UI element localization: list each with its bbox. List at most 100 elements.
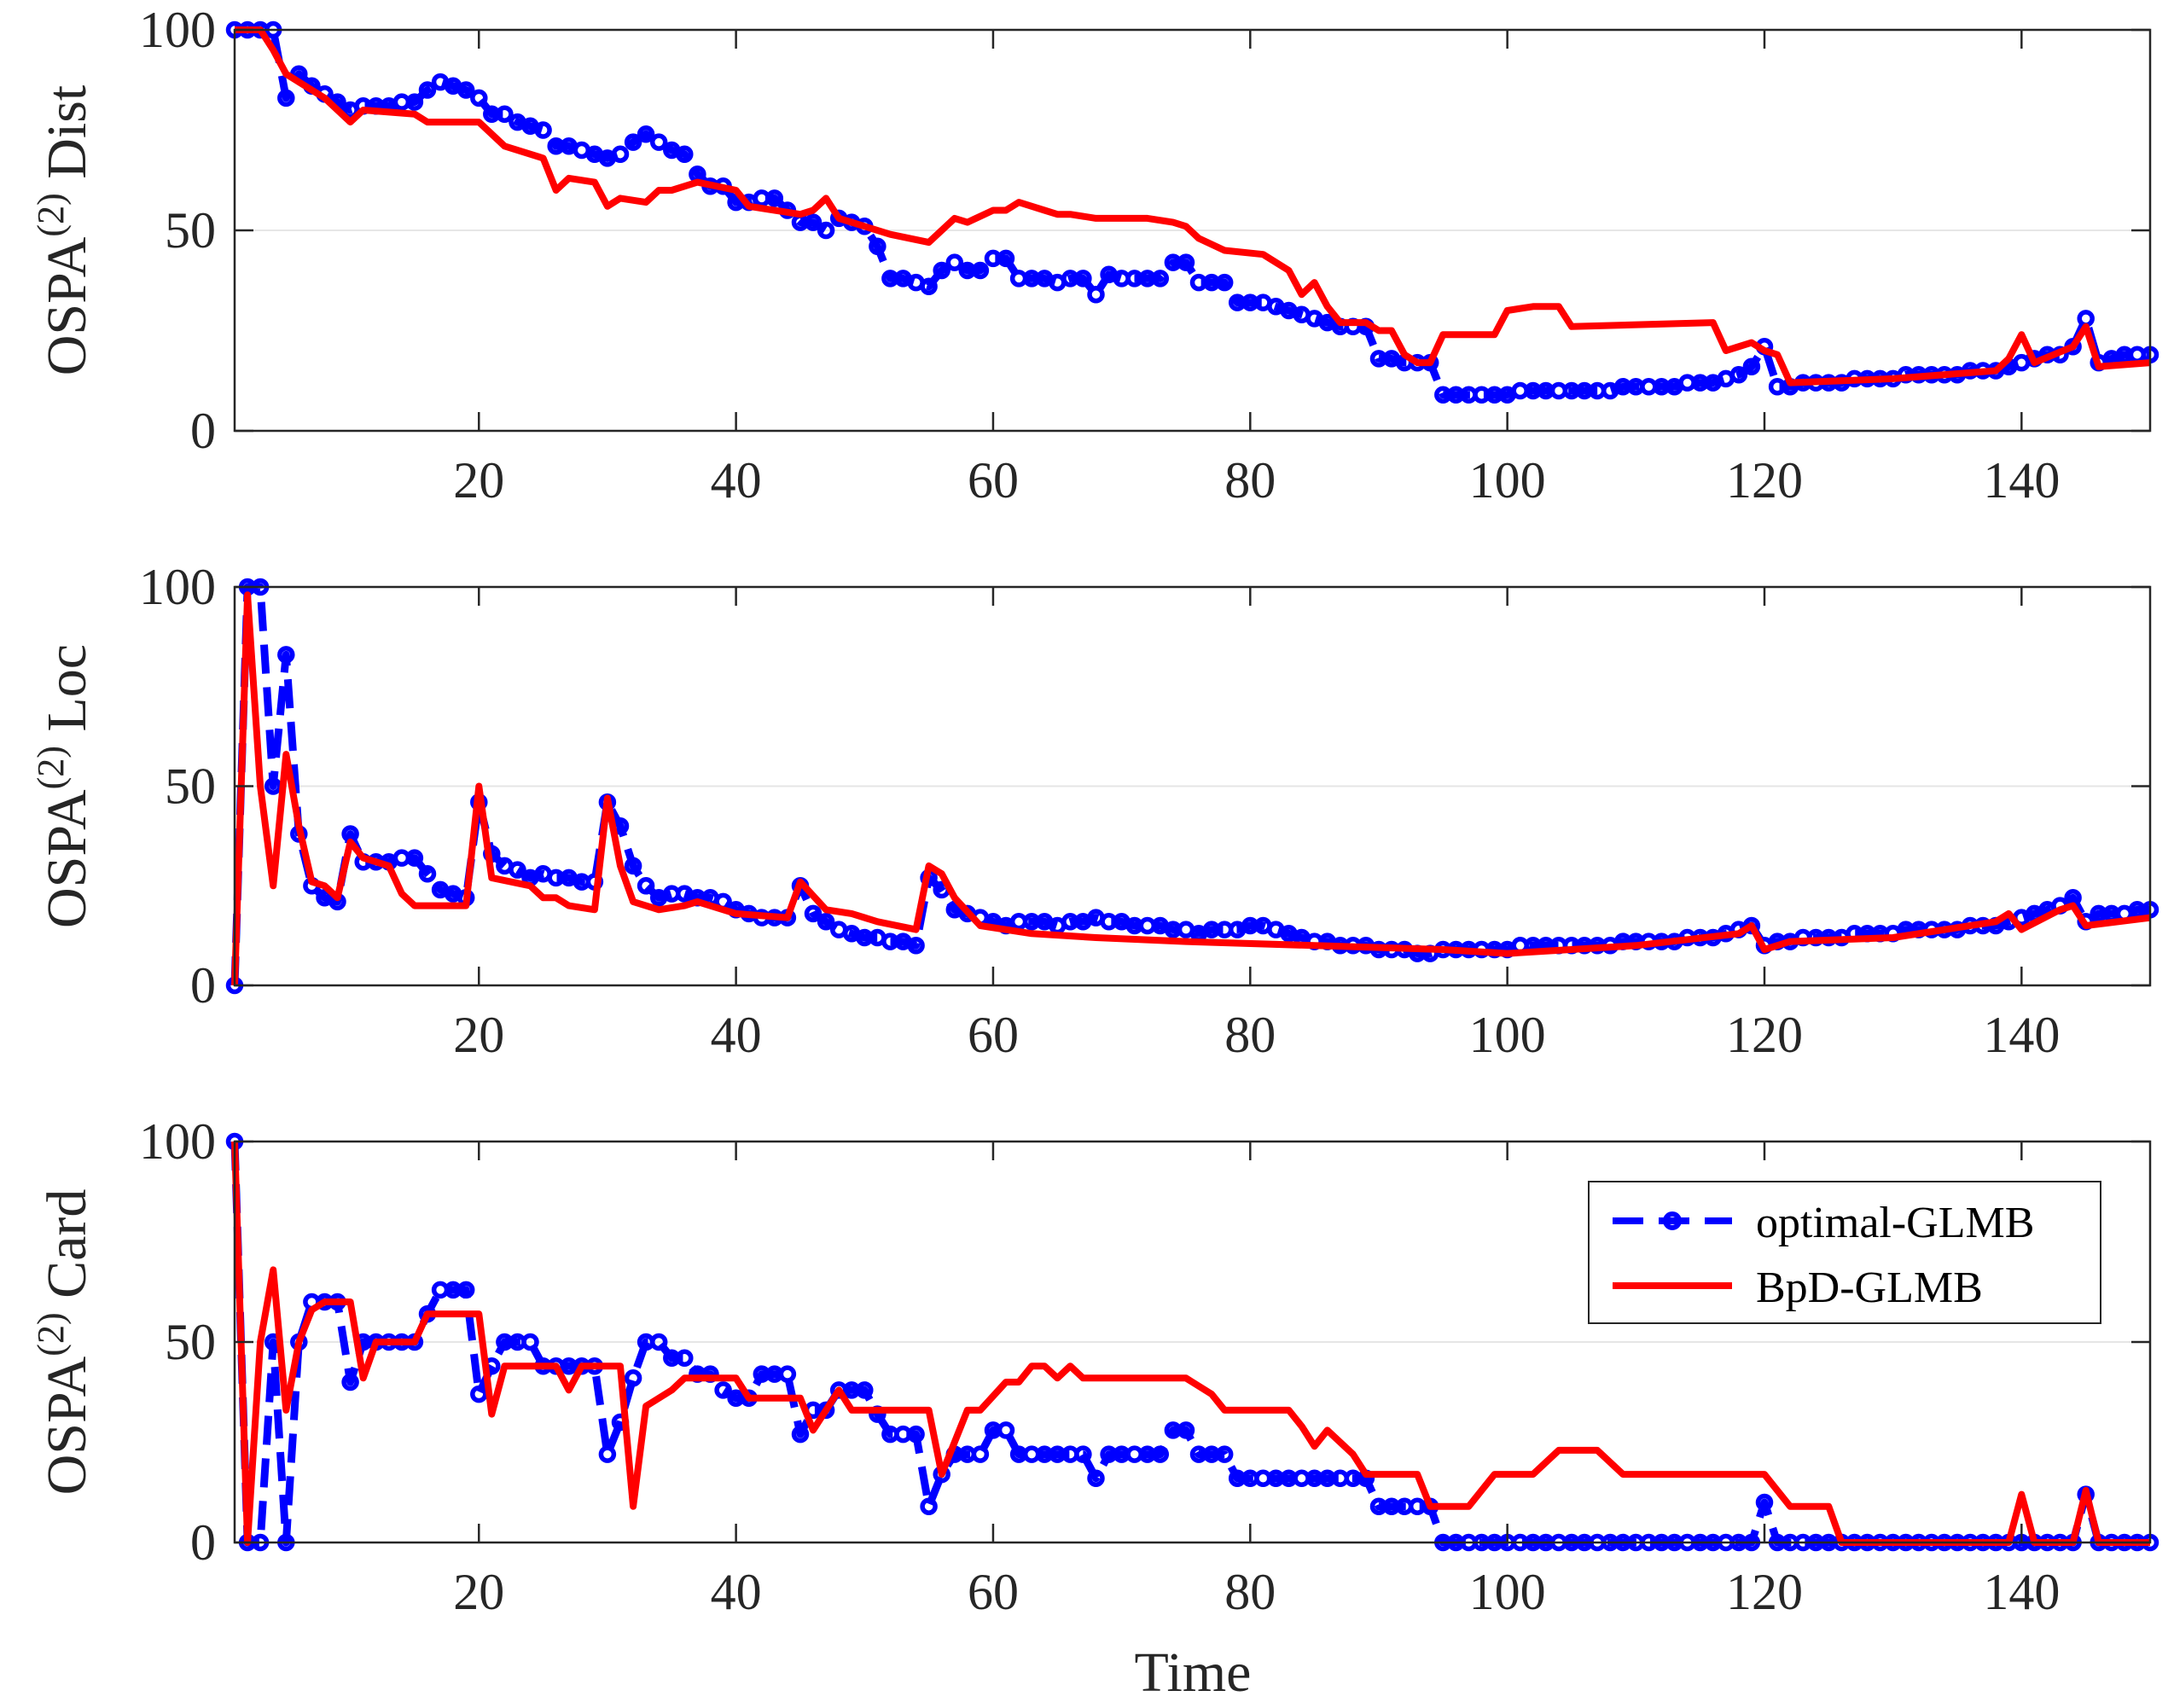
data-point (971, 261, 990, 280)
data-point (1087, 285, 1105, 304)
x-tick-label: 40 (711, 452, 762, 508)
y-axis-label: OSPA(2) Loc (30, 644, 98, 928)
data-point (534, 121, 552, 139)
x-tick-label: 60 (968, 452, 1019, 508)
data-point (611, 145, 630, 163)
data-point (624, 1369, 642, 1387)
series-line-bpd-glmb (231, 1141, 2150, 1546)
data-point (418, 864, 437, 883)
x-tick-label: 120 (1726, 1564, 1803, 1620)
x-tick-label: 20 (453, 1564, 504, 1620)
data-point (817, 913, 835, 931)
x-tick-label: 40 (711, 1564, 762, 1620)
data-point (676, 1349, 694, 1368)
data-point (945, 253, 964, 271)
x-tick-label: 140 (1983, 452, 2060, 508)
data-point (598, 1445, 617, 1463)
data-point (405, 93, 424, 111)
data-point (521, 1333, 539, 1351)
x-tick-label: 80 (1224, 452, 1276, 508)
panel-loc: 20 40 60 80 100 120 140 0 50 100 OSPA(2) Loc (30, 559, 2159, 1063)
series-line-bpd-glmb (231, 591, 2151, 986)
data-point (470, 1385, 488, 1403)
data-point (804, 213, 823, 231)
data-point (1742, 357, 1761, 376)
data-point (456, 1281, 475, 1299)
data-point (509, 861, 526, 879)
data-point (341, 1373, 359, 1391)
x-tick-label: 100 (1469, 1007, 1546, 1063)
data-point (1729, 365, 1748, 384)
data-point (997, 249, 1015, 268)
x-tick-label: 140 (1983, 1564, 2060, 1620)
y-tick-label: 100 (139, 559, 216, 615)
legend-label-optimal-glmb: optimal-GLMB (1756, 1199, 2034, 1247)
data-point (649, 1333, 668, 1351)
data-point (277, 89, 295, 107)
data-point (418, 81, 437, 99)
x-tick-label: 140 (1983, 1007, 2060, 1063)
x-tick-label: 80 (1224, 1564, 1276, 1620)
legend-box (1588, 1181, 2101, 1324)
y-axis-label-suffix: Card (36, 1189, 98, 1313)
legend: optimal-GLMB BpD-GLMB (1588, 1181, 2101, 1324)
x-tick-label: 120 (1726, 452, 1803, 508)
y-axis-label-suffix: Dist (36, 85, 98, 194)
data-point (637, 877, 655, 895)
data-point (804, 904, 823, 923)
x-tick-label: 20 (453, 1007, 504, 1063)
x-tick-label: 40 (711, 1007, 762, 1063)
data-point (765, 189, 784, 207)
data-point (624, 857, 642, 875)
data-point (1074, 1445, 1092, 1463)
data-point (1755, 1493, 1774, 1512)
data-point (1151, 270, 1170, 288)
data-point (1215, 273, 1234, 292)
y-axis-label-base: OSPA (36, 789, 98, 928)
legend-marker-optimal-glmb (1663, 1211, 1682, 1230)
legend-label-bpd-glmb: BpD-GLMB (1756, 1264, 1983, 1312)
data-point (907, 937, 925, 955)
x-tick-label: 100 (1469, 1564, 1546, 1620)
panel-dist: 20 40 60 80 100 120 140 0 50 100 OSPA(2) Dist (30, 2, 2159, 508)
y-tick-label: 50 (165, 202, 216, 259)
y-tick-label: 0 (190, 957, 216, 1014)
data-point (869, 237, 886, 256)
data-point (817, 1401, 835, 1420)
data-point (456, 81, 475, 99)
data-point (856, 1381, 874, 1399)
data-point (1177, 1421, 1195, 1439)
x-tick-label: 60 (968, 1564, 1019, 1620)
data-point (920, 277, 938, 296)
data-point (1074, 270, 1092, 288)
y-tick-label: 0 (190, 1514, 216, 1571)
data-point (933, 261, 950, 280)
x-tick-label: 60 (968, 1007, 1019, 1063)
data-point (470, 89, 488, 107)
y-axis-label-superscript: (2) (30, 746, 72, 789)
y-tick-label: 50 (165, 758, 216, 815)
data-point (714, 1381, 732, 1399)
y-axis-label-base: OSPA (36, 1356, 98, 1495)
data-point (649, 133, 668, 151)
y-axis-label: OSPA(2) Card (30, 1189, 98, 1496)
data-point (496, 105, 514, 123)
x-tick-label: 100 (1469, 452, 1546, 508)
y-tick-label: 50 (165, 1314, 216, 1370)
data-point (791, 1425, 810, 1444)
y-axis-label-superscript: (2) (30, 193, 72, 236)
y-axis-label-suffix: Loc (36, 644, 98, 746)
y-tick-label: 0 (190, 403, 216, 459)
data-point (920, 1497, 938, 1515)
y-axis-label-base: OSPA (36, 236, 98, 375)
data-point (817, 221, 835, 240)
data-point (907, 1425, 925, 1444)
data-point (405, 849, 424, 867)
x-tick-label: 80 (1224, 1007, 1276, 1063)
x-axis-label: Time (1135, 1641, 1252, 1704)
y-axis-label: OSPA(2) Dist (30, 85, 98, 376)
data-point (971, 1445, 990, 1463)
y-tick-label: 100 (139, 2, 216, 58)
data-point (637, 125, 655, 143)
